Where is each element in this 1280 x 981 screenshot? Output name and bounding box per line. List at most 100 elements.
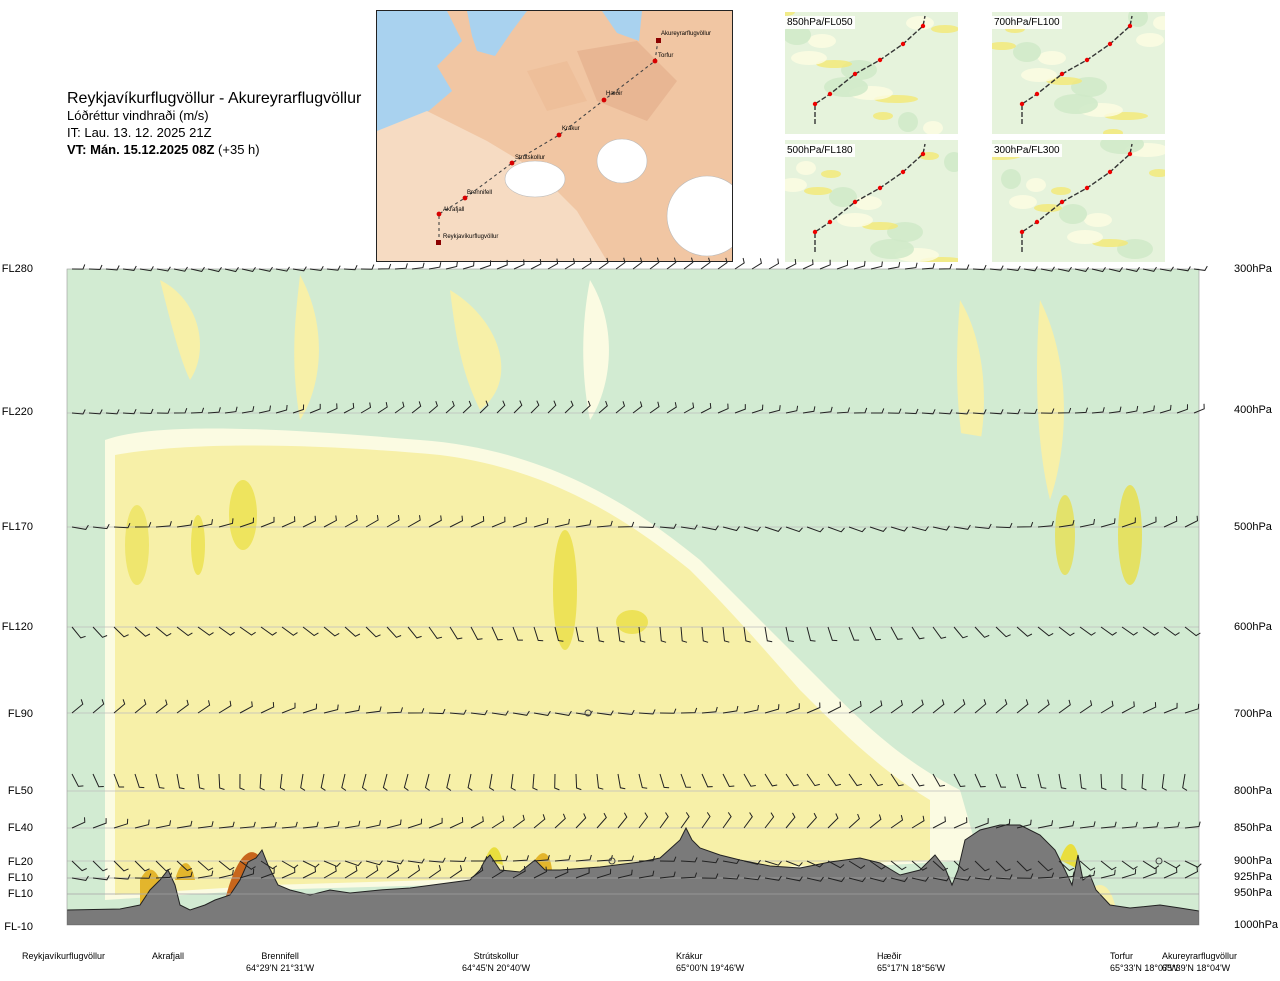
wind-barb [995,874,1013,880]
wind-barb [190,407,205,414]
panel-label: 700hPa/FL100 [992,16,1062,29]
wind-barb [197,519,213,528]
wind-barb [239,701,253,714]
wind-barb [853,407,868,414]
wind-barb [258,266,273,272]
wind-barb [428,262,442,270]
wind-barb [938,263,953,270]
wind-barb [281,821,298,829]
wind-barb [659,812,669,829]
map-label-haedir: Hæðir [606,90,622,97]
wind-barb [955,264,970,270]
wind-barb [176,871,193,879]
wind-barb [617,869,633,879]
wind-barb [407,515,421,528]
wind-barb [701,858,719,864]
wind-barb [638,812,649,829]
wind-barb [598,257,609,270]
wind-barb [904,408,919,415]
wind-barb [700,257,711,270]
wind-barb [512,626,523,641]
wind-barb [134,873,152,879]
wind-barb [386,859,404,865]
wind-barb [972,264,987,271]
wind-barb [1176,404,1188,414]
wind-barb [176,860,193,872]
wind-barb [617,626,625,643]
wind-barb [533,518,549,528]
location-label: Akureyrarflugvöllur 65°39'N 18°04'W [1162,951,1238,973]
wind-barb [197,700,211,714]
wind-barb [764,812,775,829]
wind-barb [743,875,761,881]
wind-barb [869,877,887,883]
wind-barb [1141,773,1147,791]
wind-barb [224,267,239,273]
wind-barb [848,860,866,870]
wind-barb [683,257,694,270]
wind-barb [806,860,824,868]
wind-barb [989,409,1004,415]
wind-barb [764,626,773,643]
wind-barb [554,710,572,716]
wind-barb [827,860,845,869]
wind-barb [155,626,172,637]
wind-barb [722,812,732,829]
wind-barb [155,773,165,789]
panel-850hpa: 850hPa/FL050 [785,12,958,134]
wind-barb [176,773,185,790]
wind-barbs [71,257,1208,883]
wind-barb [819,406,833,414]
wind-barb [547,400,557,414]
wind-barb [239,626,256,636]
wind-barb [680,857,698,863]
field-updraft-core [1118,485,1142,585]
wind-barb [239,821,256,829]
wind-barb [617,709,635,716]
wind-barb [701,706,718,714]
wind-barb [341,773,347,791]
wind-barb [512,710,530,716]
wind-barb [848,877,866,883]
wind-barb [995,699,1008,714]
wind-barb [722,874,740,880]
wind-barb [449,709,467,715]
wind-barb [575,626,584,643]
wind-barb [764,704,780,714]
wind-barb [575,519,592,528]
wind-barb [323,515,337,528]
wind-barb [134,522,152,528]
wind-barb [932,860,949,871]
wind-barb [428,817,443,829]
wind-barb [596,626,605,643]
wind-barb [462,260,475,270]
wind-barb [869,814,882,829]
wind-barb [1016,521,1034,528]
wind-barb [155,872,173,879]
wind-barb [1184,703,1200,714]
wind-barb [292,404,305,414]
wind-barb [155,521,172,528]
wind-barb [407,818,423,829]
wind-barb [407,708,425,714]
wind-barb [139,266,154,272]
wind-barb [218,700,232,714]
location-label: Akrafjall [152,951,185,961]
wind-barb [343,402,355,414]
wind-barb [974,523,992,530]
wind-barb [377,402,388,414]
wind-barb [491,626,503,641]
wind-barb [743,526,761,532]
wind-barb [827,701,842,714]
panel-label: 300hPa/FL300 [992,144,1062,157]
wind-barb [743,812,753,829]
wind-barb [802,259,814,270]
wind-barb [1121,517,1136,528]
wind-barb [365,706,382,714]
wind-barb [491,855,509,862]
left-level-label: FL280 [1,263,33,275]
wind-barb [1006,265,1021,272]
left-level-label: FL50 [7,785,33,797]
wind-barb [309,403,321,414]
calm-marker [608,857,616,865]
